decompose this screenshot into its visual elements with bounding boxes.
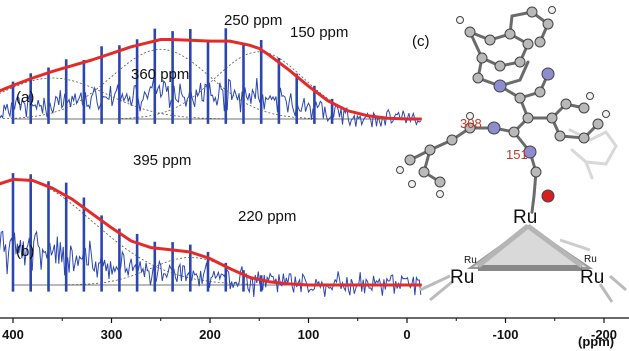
ru-small-label-right: Ru — [584, 254, 597, 265]
ru-small-label-left: Ru — [464, 255, 477, 266]
atom-label-308: 308 — [460, 116, 482, 131]
peak-label-b-395: 395 ppm — [133, 152, 191, 169]
x-tick-label: 300 — [101, 327, 123, 342]
fit-envelope — [0, 179, 422, 285]
peak-label-a-250: 250 ppm — [224, 12, 282, 29]
x-tick-label: -100 — [492, 327, 518, 342]
spectrum-noise-trace — [0, 78, 421, 129]
component-gaussian — [117, 52, 401, 119]
fit-envelope — [0, 40, 422, 120]
x-tick-label: 100 — [298, 327, 320, 342]
component-gaussian — [3, 49, 316, 118]
panel-a-label: (a) — [16, 89, 34, 106]
panel-c-structure: (c) — [397, 7, 627, 303]
spectrum-b — [0, 173, 422, 298]
peak-label-a-360: 360 ppm — [131, 66, 189, 83]
x-tick-label: 0 — [403, 327, 410, 342]
peak-label-a-150: 150 ppm — [290, 24, 348, 41]
panel-c-label: (c) — [412, 33, 430, 50]
ru-label-right: Ru — [580, 267, 604, 288]
ru-label-top: Ru — [513, 207, 537, 228]
x-axis: 6005004003002001000-100-200 — [0, 318, 629, 342]
atom-label-151: 151 — [506, 147, 528, 162]
ru-label-left: Ru — [450, 267, 474, 288]
x-tick-label: 400 — [2, 327, 24, 342]
spectrum-a — [0, 28, 422, 129]
panel-b-label: (b) — [16, 243, 34, 260]
peak-label-b-220: 220 ppm — [238, 208, 296, 225]
x-axis-unit-label: (ppm) — [578, 334, 614, 349]
x-tick-label: 200 — [199, 327, 221, 342]
spectrum-noise-trace — [0, 231, 421, 297]
